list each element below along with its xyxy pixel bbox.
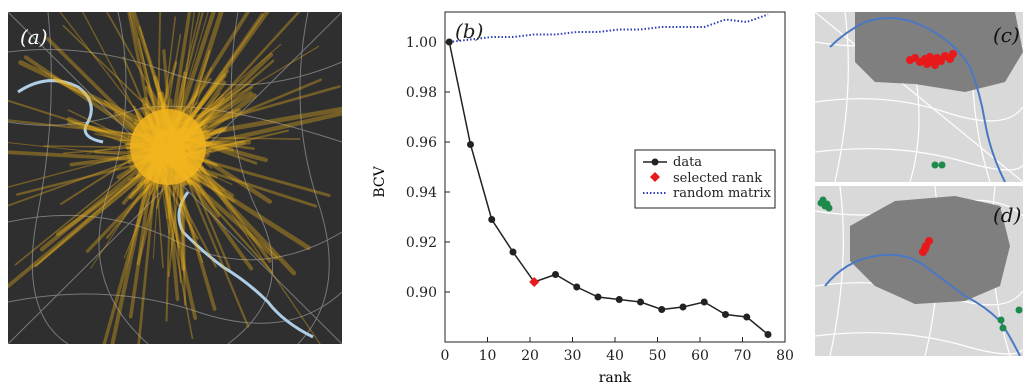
x-axis-ticks: 0 10 20 30 40 50 60 70 80	[441, 337, 794, 364]
y-axis-label: BCV	[372, 165, 388, 197]
y-tick-label: 1.00	[406, 35, 437, 51]
x-tick-label: 60	[691, 348, 709, 364]
cluster-point-main	[931, 61, 939, 69]
panel-d-label: (d)	[993, 203, 1021, 227]
data-point	[637, 298, 644, 306]
river-lower	[177, 191, 314, 339]
flow-map-panel-a: (a)	[8, 12, 342, 344]
data-point	[467, 141, 474, 148]
series-layer	[445, 13, 772, 338]
data-point	[445, 38, 453, 46]
panel-c-label: (c)	[993, 23, 1020, 47]
cluster-map-panel-c: (c)	[815, 12, 1023, 182]
city-area	[855, 12, 1023, 92]
panel-a-label: (a)	[20, 25, 48, 49]
data-point	[743, 313, 751, 321]
y-tick-label: 0.98	[406, 85, 437, 101]
x-tick-label: 30	[564, 348, 582, 364]
x-tick-label: 80	[776, 348, 794, 364]
x-tick-label: 40	[606, 348, 624, 364]
legend-data-label: data	[673, 155, 702, 170]
data-point	[573, 283, 581, 291]
data-point	[615, 296, 623, 303]
y-tick-label: 0.90	[406, 285, 437, 301]
river-upper	[17, 79, 104, 144]
x-tick-label: 0	[441, 348, 450, 364]
cluster-point-main	[923, 60, 931, 68]
series-data-line	[448, 41, 769, 336]
cluster-point-other	[999, 324, 1007, 332]
data-point	[488, 216, 496, 223]
panel-b-label: (b)	[455, 19, 483, 43]
y-tick-label: 0.92	[406, 235, 437, 251]
data-point	[679, 303, 687, 311]
data-point	[594, 293, 602, 301]
x-tick-label: 20	[521, 348, 539, 364]
cluster-point-main	[921, 245, 929, 253]
data-point	[700, 298, 708, 306]
legend-selected-label: selected rank	[673, 171, 762, 186]
cluster-point-main	[925, 237, 933, 245]
city-area	[850, 196, 1010, 304]
cluster-point-other	[997, 316, 1005, 324]
x-tick-label: 50	[649, 348, 667, 364]
legend-data-marker	[651, 158, 659, 166]
x-tick-label: 10	[479, 348, 497, 364]
cluster-map-panel-d: (d)	[815, 186, 1023, 356]
data-point	[658, 306, 666, 313]
river	[829, 17, 1006, 182]
selected-rank-point	[529, 277, 540, 287]
data-point	[722, 311, 729, 318]
x-tick-label: 70	[734, 348, 752, 364]
cluster-points	[817, 196, 1023, 332]
river	[824, 253, 1021, 356]
legend-box	[634, 149, 776, 209]
data-point	[552, 271, 559, 278]
y-tick-label: 0.96	[406, 135, 437, 151]
data-point	[764, 331, 772, 338]
cluster-point-other	[1015, 306, 1023, 314]
cluster-points	[906, 50, 957, 169]
data-point	[509, 248, 517, 256]
legend: data selected rank random matrix	[634, 149, 776, 209]
x-axis-label: rank	[599, 370, 632, 385]
cluster-point-other	[931, 161, 939, 169]
bcv-chart-panel-b: 0.90 0.92 0.94 0.96 0.98 1.00 0 10 20 30 40 50 60 70…	[372, 11, 794, 385]
series-random-matrix-line	[449, 13, 769, 43]
cluster-point-main	[949, 50, 957, 58]
legend-selected-marker	[650, 172, 660, 182]
cluster-point-other	[938, 161, 946, 169]
y-tick-label: 0.94	[406, 185, 437, 201]
cluster-point-other	[817, 199, 825, 207]
y-axis-ticks: 0.90 0.92 0.94 0.96 0.98 1.00	[406, 35, 450, 301]
commute-flow-burst	[8, 12, 342, 344]
legend-random-label: random matrix	[673, 186, 772, 201]
